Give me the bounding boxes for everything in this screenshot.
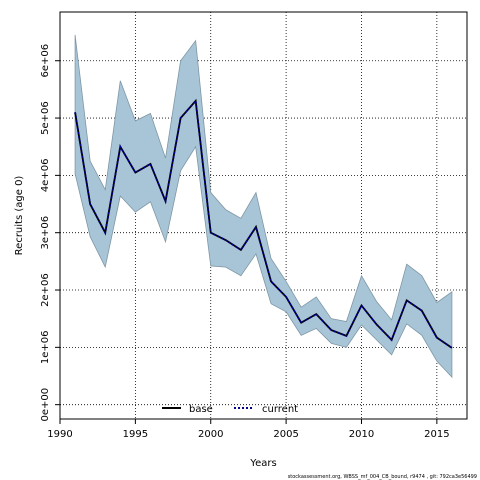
plot-background — [60, 12, 467, 419]
y-tick-label: 5e+06 — [40, 101, 51, 135]
y-tick-label: 0e+00 — [40, 388, 51, 422]
legend-base-label: base — [189, 404, 213, 415]
x-axis-title: Years — [249, 458, 276, 469]
x-tick-label: 1990 — [47, 429, 72, 440]
y-tick-label: 3e+06 — [40, 216, 51, 250]
x-tick-label: 2015 — [424, 429, 449, 440]
x-tick-label: 2010 — [349, 429, 374, 440]
y-tick-label: 2e+06 — [40, 273, 51, 307]
x-tick-label: 1995 — [123, 429, 148, 440]
x-tick-label: 2000 — [198, 429, 223, 440]
legend-current-label: current — [262, 404, 298, 415]
x-tick-label: 2005 — [273, 429, 298, 440]
y-tick-label: 1e+06 — [40, 331, 51, 365]
y-tick-label: 4e+06 — [40, 159, 51, 193]
y-tick-label: 6e+06 — [40, 44, 51, 78]
footer-text: stockassessment.org, WBSS_mf_004_CB_boun… — [288, 474, 477, 480]
y-axis-title: Recruits (age 0) — [14, 176, 25, 256]
